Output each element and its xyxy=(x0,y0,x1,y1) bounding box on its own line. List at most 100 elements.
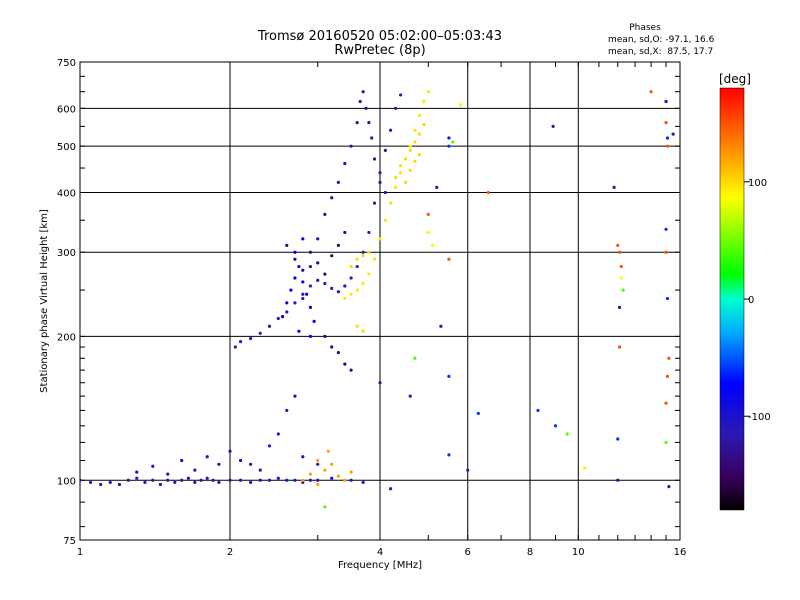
data-point xyxy=(336,180,340,184)
data-point xyxy=(285,243,289,248)
data-point xyxy=(323,334,327,338)
data-point xyxy=(336,290,340,294)
colorbar-tick-label: 100 xyxy=(748,178,767,189)
data-point xyxy=(349,292,353,296)
data-point xyxy=(361,480,365,484)
data-point xyxy=(619,276,623,280)
data-point xyxy=(403,157,408,161)
data-point xyxy=(349,470,353,474)
data-point xyxy=(426,90,430,94)
data-point xyxy=(413,159,417,163)
data-point xyxy=(301,455,305,459)
data-point xyxy=(316,278,320,282)
data-point xyxy=(422,122,426,127)
y-tick-label: 75 xyxy=(63,536,76,547)
data-point xyxy=(323,212,327,216)
x-axis-label: Frequency [MHz] xyxy=(338,560,422,571)
data-point xyxy=(447,374,451,378)
data-point xyxy=(361,250,365,254)
data-point xyxy=(565,432,569,436)
data-point xyxy=(186,476,190,480)
data-point xyxy=(378,237,382,241)
data-point xyxy=(343,230,347,235)
data-point xyxy=(336,243,340,248)
data-point xyxy=(665,144,670,148)
data-point xyxy=(323,505,327,509)
data-point xyxy=(276,432,280,436)
data-point xyxy=(370,136,374,140)
data-point xyxy=(408,394,412,398)
stats-line-x: mean, sd,X: 87.5, 17.7 xyxy=(608,47,713,57)
data-point xyxy=(664,99,668,104)
data-point xyxy=(211,478,215,482)
x-tick-label: 10 xyxy=(572,547,585,558)
data-point xyxy=(408,168,412,172)
data-point xyxy=(486,190,490,195)
x-axis-ticks: 1 2 4 6 8 10 16 xyxy=(77,62,686,558)
data-point xyxy=(305,292,309,296)
data-point xyxy=(336,474,340,478)
data-point xyxy=(330,196,334,200)
data-point xyxy=(323,468,327,472)
data-point xyxy=(173,480,177,484)
data-point xyxy=(447,144,451,148)
data-point xyxy=(536,408,540,413)
data-point xyxy=(422,99,426,104)
data-point xyxy=(330,462,334,466)
colorbar-label: [deg] xyxy=(719,72,751,86)
data-point xyxy=(330,254,334,258)
data-point xyxy=(193,468,197,472)
data-point xyxy=(476,411,480,416)
data-point xyxy=(372,157,377,161)
data-point xyxy=(336,350,340,355)
data-point xyxy=(308,472,313,476)
data-point xyxy=(403,180,408,184)
data-point xyxy=(285,301,289,305)
data-point xyxy=(293,276,297,280)
x-tick-label: 2 xyxy=(227,547,233,558)
data-point xyxy=(378,171,382,175)
data-point xyxy=(408,148,412,152)
data-point xyxy=(166,478,170,482)
data-point xyxy=(388,201,393,205)
data-point xyxy=(293,250,297,254)
data-point xyxy=(355,257,359,261)
data-point xyxy=(308,334,313,338)
y-axis-label: Stationary phase Virtual Height [km] xyxy=(39,209,50,393)
data-point xyxy=(249,480,253,484)
data-point xyxy=(158,482,163,487)
data-point xyxy=(330,286,334,291)
data-point xyxy=(99,482,103,487)
data-point xyxy=(408,144,412,148)
data-point xyxy=(664,401,668,405)
data-point xyxy=(399,164,403,168)
data-point xyxy=(349,478,353,482)
data-point xyxy=(276,476,280,480)
data-point xyxy=(249,462,253,466)
data-point xyxy=(276,316,280,321)
data-point xyxy=(378,180,382,184)
y-tick-label: 750 xyxy=(57,58,76,69)
data-point xyxy=(301,478,305,482)
data-point xyxy=(217,462,221,466)
data-point xyxy=(267,444,272,448)
data-point xyxy=(297,264,301,269)
data-point xyxy=(367,121,371,125)
grid xyxy=(80,62,680,540)
data-point xyxy=(135,470,139,474)
y-axis-ticks: 75 100 200 300 400 500 600 750 xyxy=(57,58,680,547)
data-point xyxy=(399,93,403,97)
data-point xyxy=(316,261,320,265)
data-point xyxy=(108,480,112,484)
data-point xyxy=(301,268,305,272)
data-points xyxy=(80,90,675,509)
data-point xyxy=(671,132,675,136)
y-tick-label: 300 xyxy=(57,248,76,259)
data-point xyxy=(364,106,368,110)
data-point xyxy=(388,128,393,132)
data-point xyxy=(228,478,232,482)
y-tick-label: 200 xyxy=(57,332,76,343)
data-point xyxy=(316,478,320,482)
data-point xyxy=(228,449,232,453)
